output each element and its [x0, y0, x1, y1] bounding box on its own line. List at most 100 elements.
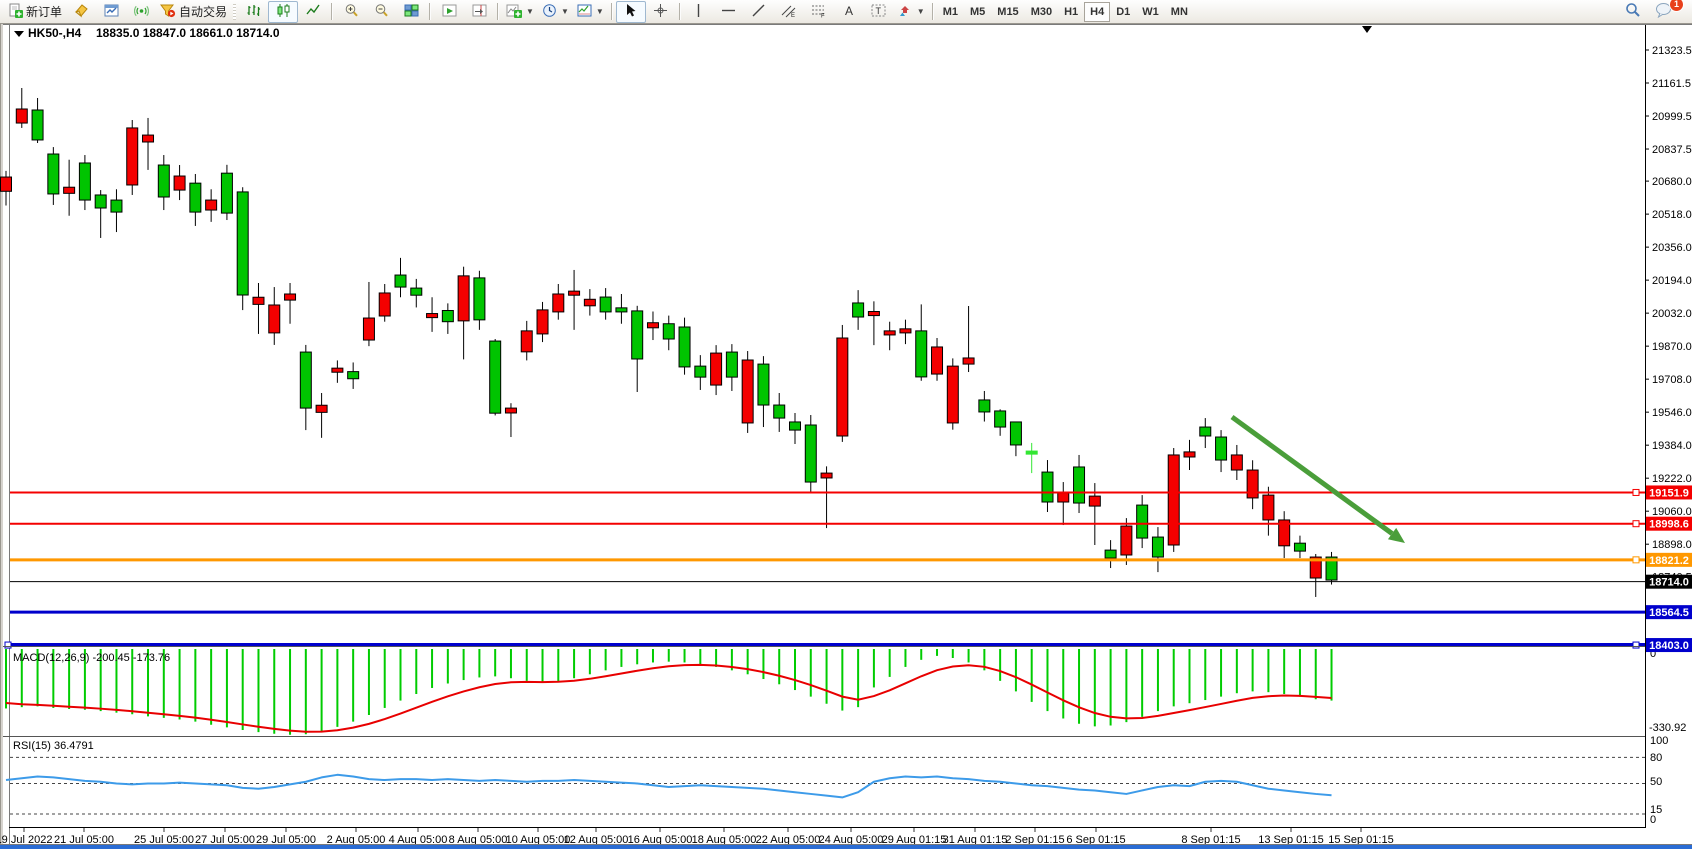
time-axis-label: 10 Aug 05:00 — [506, 834, 571, 846]
candle-body — [741, 359, 754, 424]
price-axis-label: 19384.0 — [1652, 440, 1692, 452]
chart-shift-marker[interactable] — [1362, 26, 1372, 33]
candle-body — [189, 182, 202, 213]
zoom-out-button[interactable] — [366, 1, 396, 23]
line-chart-button[interactable] — [298, 1, 328, 23]
styler-button[interactable] — [66, 1, 96, 23]
tile-windows-button[interactable] — [396, 1, 426, 23]
timeframe-button-H1[interactable]: H1 — [1064, 5, 1079, 18]
chart-title-symbol: HK50-,H4 — [28, 26, 82, 40]
trend-arrow-head[interactable] — [1387, 527, 1405, 543]
cursor-button[interactable] — [615, 0, 646, 23]
candle-body — [789, 421, 801, 431]
candle-body — [15, 108, 28, 124]
toolbar-grip — [233, 3, 237, 20]
price-badge — [1646, 605, 1692, 620]
candle-body — [1230, 454, 1243, 471]
chart-shift-button[interactable] — [464, 1, 494, 23]
channel-button[interactable]: E — [774, 1, 804, 23]
hline-anchor[interactable] — [1632, 488, 1640, 496]
search-button[interactable] — [1618, 1, 1648, 23]
candle-body — [284, 293, 297, 301]
candle-body — [142, 134, 155, 143]
text-label-icon: T — [871, 3, 887, 21]
text-button[interactable]: A — [834, 1, 864, 23]
time-axis-label: 8 Sep 01:15 — [1181, 834, 1240, 846]
candle-body — [362, 317, 375, 341]
line-chart-icon — [305, 3, 321, 21]
crosshair-button[interactable] — [646, 1, 676, 23]
timeframe-button-M30[interactable]: M30 — [1030, 5, 1053, 18]
hline-anchor[interactable] — [1632, 556, 1640, 564]
timeframe-button-M1[interactable]: M1 — [942, 5, 958, 18]
chat-button[interactable]: 1 — [1648, 0, 1684, 23]
candle-body — [110, 199, 123, 213]
indicators-button[interactable]: ▼ — [502, 1, 538, 23]
trendline-button[interactable] — [744, 1, 774, 23]
candle-body — [662, 323, 675, 340]
candle-body — [931, 346, 944, 375]
channel-icon: E — [781, 3, 797, 21]
candle-body — [94, 194, 107, 209]
candle-body — [1104, 549, 1117, 559]
text-label-button[interactable]: T — [864, 1, 894, 23]
chart-canvas[interactable]: 21323.5 21161.5 20999.5 20837.5 20680.0 20518… — [0, 24, 1692, 849]
rsi-line — [5, 773, 1332, 799]
candle-body — [599, 296, 612, 313]
candle-body — [1167, 454, 1180, 546]
vertical-line-icon — [692, 3, 705, 21]
price-axis-label: 21323.5 — [1652, 45, 1692, 57]
candle-body — [583, 298, 596, 307]
signal-button[interactable] — [126, 1, 156, 23]
candle-body — [804, 424, 817, 483]
time-axis-label: 27 Jul 05:00 — [195, 834, 255, 846]
toolbar-separator — [331, 3, 334, 20]
hline-anchor[interactable] — [1632, 641, 1640, 649]
timeframe-button-W1[interactable]: W1 — [1142, 5, 1159, 18]
timeframe-button-H4[interactable]: H4 — [1084, 1, 1111, 22]
candle-body — [631, 310, 644, 360]
auto-scroll-icon — [442, 3, 457, 21]
timeframe-button-MN[interactable]: MN — [1170, 5, 1188, 18]
candle-body — [252, 296, 265, 305]
auto-scroll-button[interactable] — [434, 1, 464, 23]
candle-body — [710, 352, 723, 386]
candle-body — [1215, 436, 1228, 461]
market-watch-button[interactable] — [96, 1, 126, 23]
horizontal-line-button[interactable] — [714, 1, 744, 23]
time-axis-label: 19 Jul 2022 — [0, 834, 52, 846]
macd-axis-min: -330.92 — [1649, 722, 1686, 734]
hline-anchor[interactable] — [1632, 520, 1640, 528]
rsi-label: RSI(15) 36.4791 — [13, 740, 94, 752]
toolbar-separator — [429, 3, 432, 20]
autotrade-button[interactable]: 自动交易 — [156, 1, 231, 23]
candle-body — [867, 311, 880, 317]
candle-body — [520, 330, 533, 353]
candle-body — [678, 326, 691, 368]
templates-button[interactable]: ▼ — [573, 1, 608, 23]
toolbar-separator — [931, 3, 934, 20]
periods-button[interactable]: ▼ — [538, 1, 573, 23]
candle-body — [489, 340, 502, 414]
price-badge — [1646, 485, 1692, 500]
candle-body — [1325, 556, 1338, 581]
chart-shift-icon — [472, 3, 487, 21]
timeframe-button-M5[interactable]: M5 — [970, 5, 986, 18]
arrows-button[interactable]: ▼ — [894, 1, 929, 23]
timeframe-button-D1[interactable]: D1 — [1116, 5, 1131, 18]
fibonacci-button[interactable]: F — [804, 1, 834, 23]
candle-body — [615, 307, 628, 313]
hline-anchor[interactable] — [4, 641, 12, 649]
candle-body — [504, 407, 517, 414]
timeframe-bar: M1 M5 M15 M30 H1 H4 D1 W1 MN — [937, 1, 1194, 22]
candle-chart-button[interactable] — [268, 0, 299, 23]
new-order-button[interactable]: 新订单 — [4, 1, 66, 23]
vertical-line-button[interactable] — [684, 1, 714, 23]
symbol-dropdown-icon[interactable] — [14, 31, 24, 37]
zoom-in-button[interactable] — [336, 1, 366, 23]
price-axis-label: 21161.5 — [1652, 78, 1691, 90]
trend-arrow-line[interactable] — [1230, 414, 1394, 536]
timeframe-button-M15[interactable]: M15 — [997, 5, 1019, 18]
bar-chart-button[interactable] — [238, 1, 268, 23]
candle-body — [1073, 466, 1086, 504]
